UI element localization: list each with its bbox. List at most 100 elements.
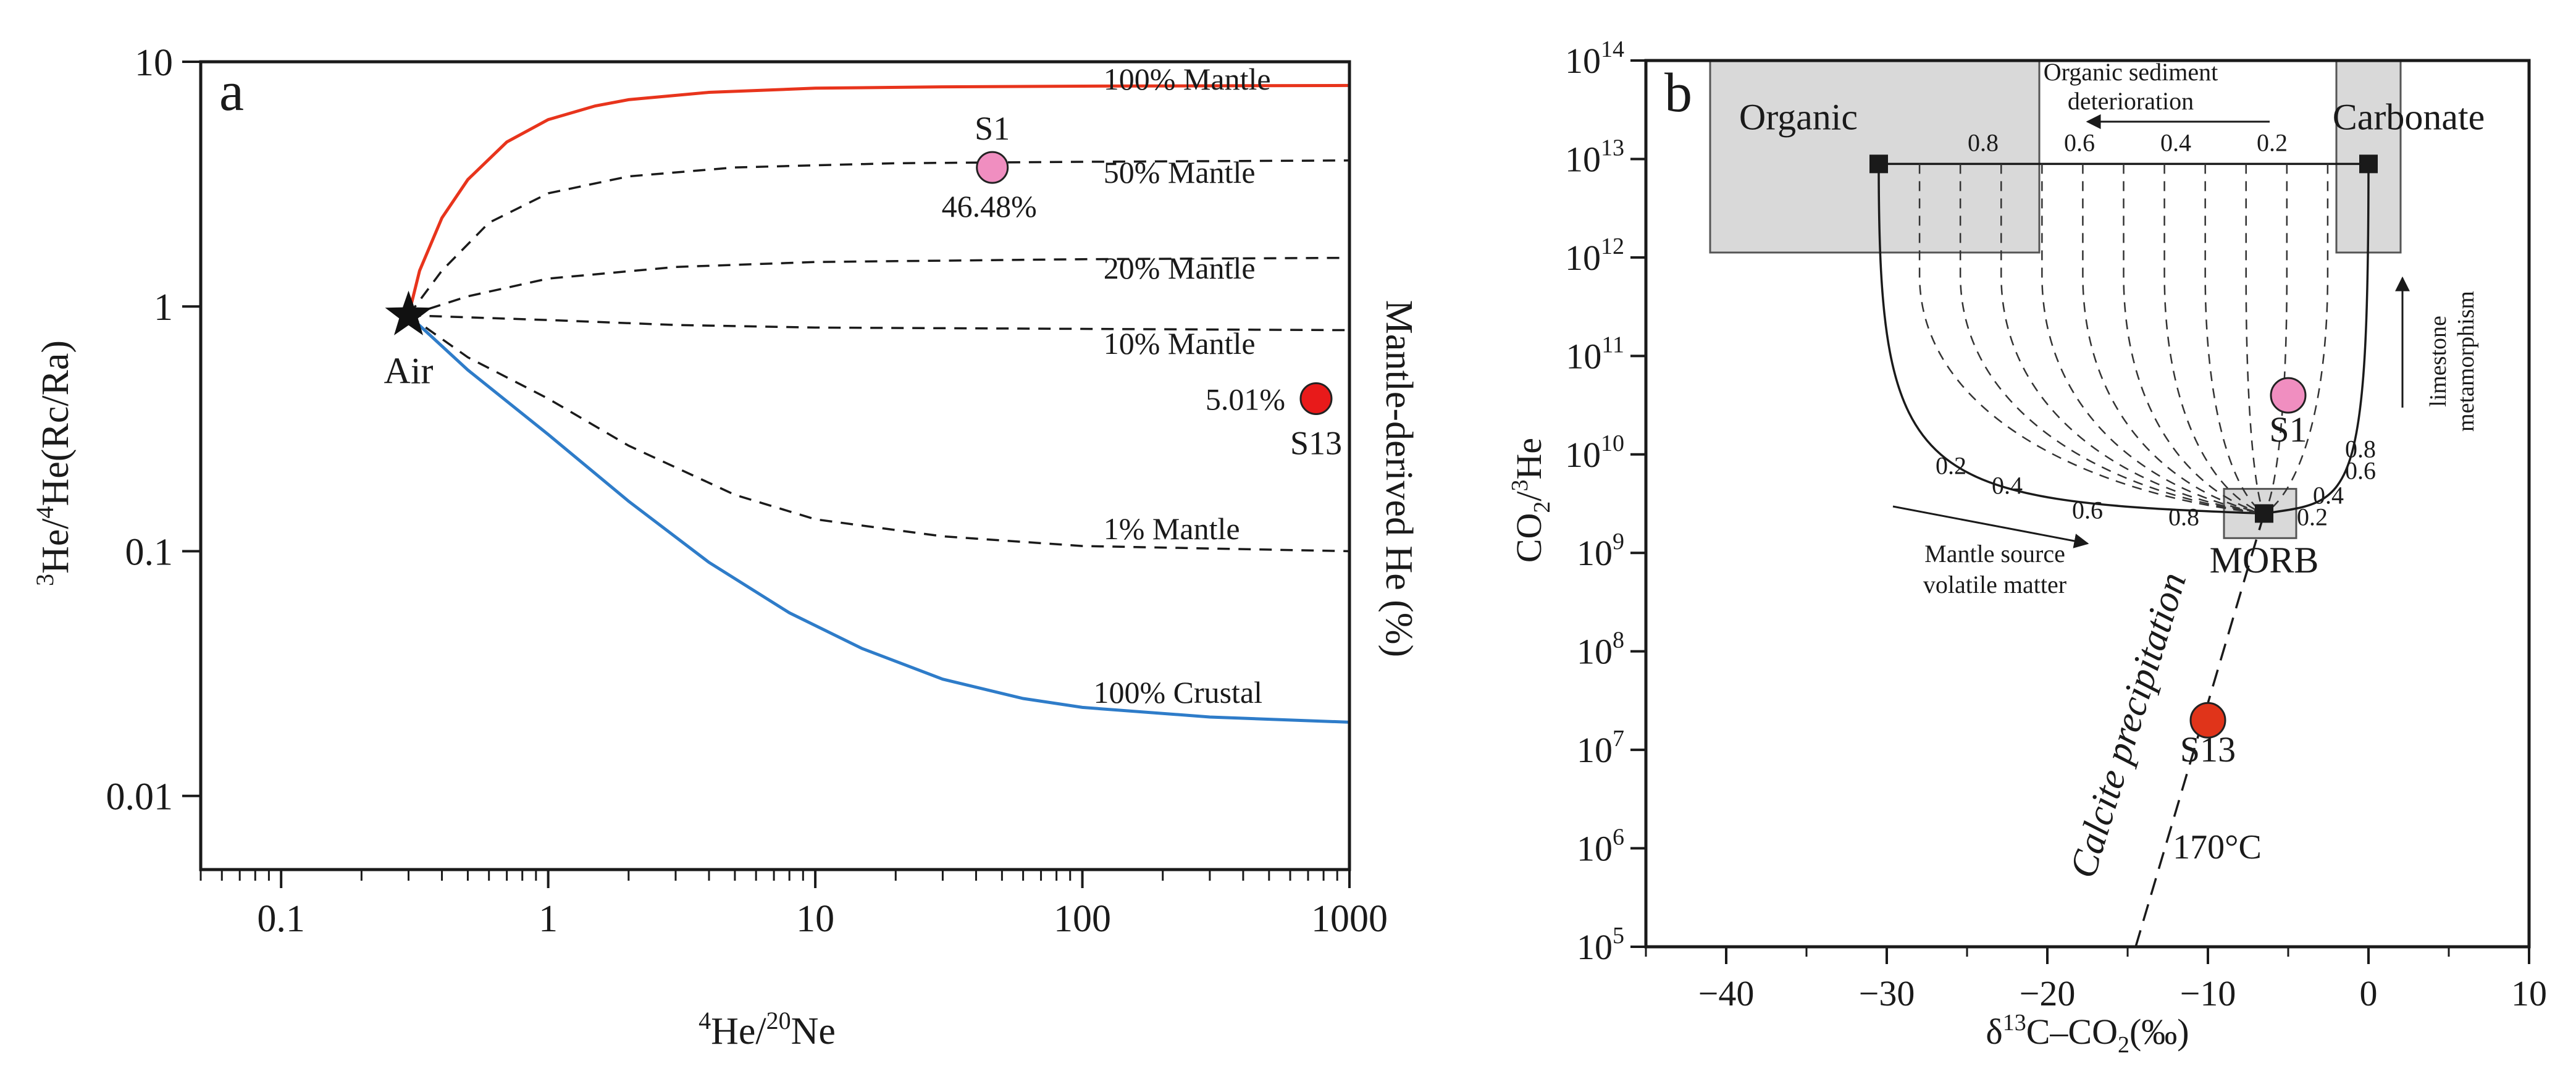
sample-s1-point xyxy=(976,151,1009,184)
curve-label-100-mantle: 100% Mantle xyxy=(1104,62,1271,96)
curve-label-20-mantle: 20% Mantle xyxy=(1104,251,1256,285)
panel-b-y-axis-label: CO2/3He xyxy=(1507,438,1555,563)
sample-s13-label: S13 xyxy=(1290,425,1342,462)
air-label: Air xyxy=(384,351,434,392)
dashed-mixing-curve xyxy=(2163,164,2265,514)
x-tick-label-1: 1 xyxy=(539,898,558,940)
dashed-mixing-curve xyxy=(1918,164,2265,514)
mantle-source-label-1: Mantle source xyxy=(1924,540,2065,568)
mixing-fraction-label-right: 0.2 xyxy=(2297,503,2328,531)
x-tick-label-0-1: 0.1 xyxy=(257,898,305,940)
sample-s1-label-b: S1 xyxy=(2269,409,2307,450)
panel-a-y-axis-label: 3He/4He(Rc/Ra) xyxy=(31,340,77,586)
organic-deterioration-label-1: Organic sediment xyxy=(2044,58,2218,86)
air-star-icon xyxy=(385,290,432,335)
y-tick-label-b: 1014 xyxy=(1565,36,1624,81)
mixing-fraction-label-left: 0.8 xyxy=(2168,503,2199,531)
morb-label: MORB xyxy=(2210,540,2319,581)
panel-a-chart: 100% Mantle 50% Mantle 20% Mantle 10% Mantl… xyxy=(31,42,1420,1052)
curve-20-mantle xyxy=(408,256,1350,317)
temperature-label: 170°C xyxy=(2173,828,2262,866)
y-tick-label-b: 1011 xyxy=(1566,332,1624,376)
curve-10-mantle xyxy=(408,314,1350,332)
x-tick-label-b: 10 xyxy=(2511,973,2547,1013)
mixing-fraction-label-top: 0.6 xyxy=(2064,129,2095,157)
morb-endmember-marker xyxy=(2255,504,2273,523)
x-tick-label-b: −10 xyxy=(2180,973,2236,1013)
curve-100-crustal xyxy=(407,314,1350,724)
dashed-mixing-curve xyxy=(2082,164,2265,514)
y-tick-label-b: 107 xyxy=(1577,726,1624,770)
organic-label: Organic xyxy=(1739,97,1858,138)
x-tick-label-100: 100 xyxy=(1054,898,1111,940)
curve-label-10-mantle: 10% Mantle xyxy=(1104,326,1256,361)
mixing-fraction-label-left: 0.4 xyxy=(1992,472,2023,500)
mixing-fraction-label-left: 0.6 xyxy=(2072,496,2103,524)
panel-a-marks: 100% Mantle 50% Mantle 20% Mantle 10% Mantl… xyxy=(384,62,1342,710)
sample-s13-percent: 5.01% xyxy=(1206,382,1285,417)
x-tick-label-b: −20 xyxy=(2020,973,2076,1013)
mixing-fraction-label-top: 0.4 xyxy=(2160,129,2191,157)
panel-b-ticks: −40 −30 −20 −10 0 10 105 106 107 108 109 1010 1011 10… xyxy=(1565,36,2547,1013)
sample-s1-point-b xyxy=(2270,377,2307,414)
curve-50-mantle xyxy=(408,159,1350,316)
sample-s13-label-b: S13 xyxy=(2180,729,2236,770)
panel-a-curves xyxy=(407,83,1350,724)
mixing-fraction-label-top: 0.8 xyxy=(1968,129,1999,157)
dashed-mixing-curve xyxy=(2204,164,2265,514)
carbonate-morb-mixing-curve xyxy=(2263,164,2370,515)
curve-label-100-crustal: 100% Crustal xyxy=(1093,675,1262,710)
organic-endmember-marker xyxy=(1869,154,1888,174)
x-tick-label-b: −30 xyxy=(1859,973,1915,1013)
carbonate-label: Carbonate xyxy=(2333,97,2485,138)
limestone-metamorphism-label-2: metamorphism xyxy=(2453,291,2479,432)
y-tick-label-b: 109 xyxy=(1577,529,1624,573)
y-tick-label-b: 1013 xyxy=(1565,135,1624,179)
panel-b-label: b xyxy=(1664,62,1692,124)
sample-s1-label: S1 xyxy=(975,110,1010,147)
sample-s13-point-b xyxy=(2189,702,2226,739)
mixing-fraction-label-right: 0.4 xyxy=(2313,482,2344,510)
mixing-fraction-label-top: 0.2 xyxy=(2257,129,2288,157)
dashed-mixing-curve xyxy=(2263,164,2329,514)
dashed-mixing-curve xyxy=(2263,164,2288,514)
curve-100-mantle xyxy=(407,83,1350,316)
sample-s1-percent: 46.48% xyxy=(942,189,1037,224)
panel-b-x-axis-label: δ13C–CO2(‰) xyxy=(1986,1010,2189,1058)
y-tick-label-10: 10 xyxy=(135,42,173,84)
mixing-fraction-label-right: 0.6 xyxy=(2345,457,2376,485)
y-tick-label-b: 105 xyxy=(1577,923,1624,967)
y-tick-label-b: 1010 xyxy=(1565,430,1624,475)
y-tick-label-b: 108 xyxy=(1577,627,1624,672)
panel-a-x-axis-label: 4He/20Ne xyxy=(699,1007,836,1052)
panel-a-label: a xyxy=(219,61,244,122)
curve-1-mantle xyxy=(408,314,1350,553)
dashed-mixing-curve xyxy=(1959,164,2265,514)
limestone-metamorphism-label-1: limestone xyxy=(2425,316,2451,407)
x-tick-label-1000: 1000 xyxy=(1311,898,1388,940)
y-tick-label-1: 1 xyxy=(154,287,173,329)
sample-s13-point xyxy=(1299,382,1333,416)
y-tick-label-0-01: 0.01 xyxy=(106,776,174,818)
dashed-mixing-curve xyxy=(2041,164,2265,514)
x-tick-label-b: −40 xyxy=(1698,973,1755,1013)
panel-a-plot-frame xyxy=(199,60,1351,871)
mixing-fraction-label-left: 0.2 xyxy=(1936,452,1966,480)
panel-a-right-axis-label: Mantle-derived He (%) xyxy=(1378,300,1420,657)
dashed-mixing-curve xyxy=(2245,164,2265,514)
y-tick-label-0-1: 0.1 xyxy=(125,531,174,573)
dashed-mixing-curve xyxy=(2000,164,2265,514)
curve-label-1-mantle: 1% Mantle xyxy=(1104,511,1240,546)
x-tick-label-b: 0 xyxy=(2360,973,2378,1013)
mantle-source-arrow xyxy=(1892,505,2089,548)
curve-label-50-mantle: 50% Mantle xyxy=(1104,155,1256,190)
organic-deterioration-label-2: deterioration xyxy=(2068,87,2194,115)
dashed-mixing-curve xyxy=(2123,164,2265,514)
panel-a-ticks: 0.1 1 10 100 1000 0.01 0.1 1 10 xyxy=(106,42,1388,940)
y-tick-label-b: 1012 xyxy=(1565,233,1624,278)
mantle-source-label-2: volatile matter xyxy=(1923,571,2066,598)
carbonate-endmember-marker xyxy=(2359,154,2378,174)
